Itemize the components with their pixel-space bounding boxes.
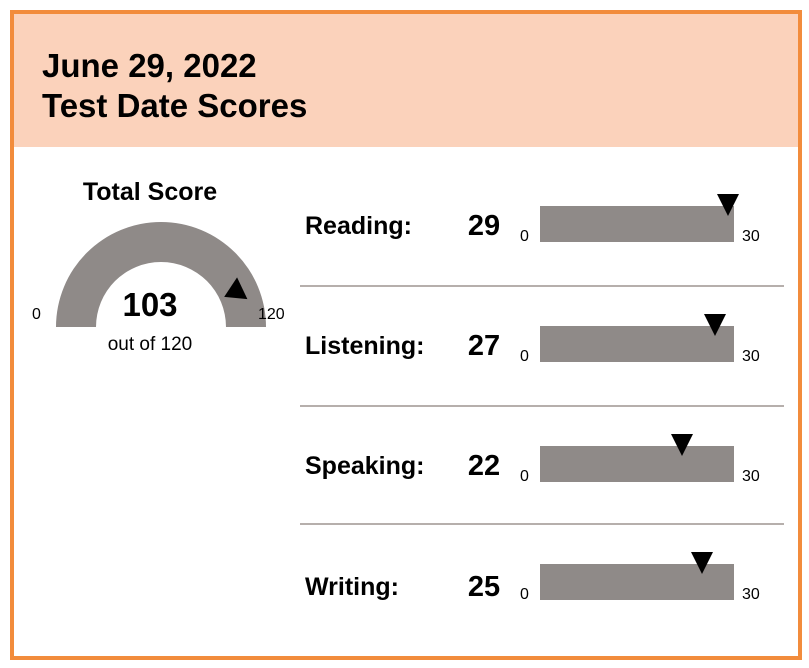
section-label: Reading: — [305, 212, 412, 240]
total-score-out-of: out of 120 — [107, 334, 193, 355]
section-score: 25 — [467, 571, 501, 603]
section-row-writing: Writing: 25 0 30 — [0, 536, 784, 656]
test-date: June 29, 2022 — [42, 47, 257, 84]
section-label: Speaking: — [305, 452, 425, 480]
total-score-label: Total Score — [82, 178, 218, 206]
gauge-graphic — [56, 222, 266, 327]
bar-max-label: 30 — [742, 228, 760, 245]
section-divider — [300, 405, 784, 407]
score-bar — [540, 326, 734, 362]
section-divider — [300, 285, 784, 287]
bar-min-label: 0 — [520, 586, 529, 603]
section-divider — [300, 523, 784, 525]
gauge-marker — [224, 277, 248, 300]
section-row-listening: Listening: 27 0 30 — [0, 298, 784, 418]
bar-max-label: 30 — [742, 348, 760, 365]
total-score-value: 103 — [122, 286, 178, 323]
section-row-speaking: Speaking: 22 0 30 — [0, 418, 784, 538]
section-label: Listening: — [305, 332, 425, 360]
gauge-max-label: 120 — [258, 306, 285, 323]
report-title: Test Date Scores — [42, 87, 308, 124]
gauge-arc — [56, 222, 266, 327]
score-marker — [671, 434, 694, 456]
bar-min-label: 0 — [520, 468, 529, 485]
score-marker — [703, 314, 726, 336]
section-row-reading: Reading: 29 0 30 — [0, 178, 784, 298]
bar-max-label: 30 — [742, 586, 760, 603]
bar-min-label: 0 — [520, 348, 529, 365]
section-score: 29 — [467, 210, 501, 242]
bar-max-label: 30 — [742, 468, 760, 485]
score-bar — [540, 206, 734, 242]
score-header: June 29, 2022 Test Date Scores — [14, 14, 798, 147]
score-bar — [540, 446, 734, 482]
section-score: 27 — [467, 330, 501, 362]
score-marker — [716, 194, 739, 216]
bar-min-label: 0 — [520, 228, 529, 245]
section-label: Writing: — [305, 573, 399, 601]
score-marker — [690, 552, 713, 574]
gauge-min-label: 0 — [32, 306, 41, 323]
section-score: 22 — [467, 450, 501, 482]
